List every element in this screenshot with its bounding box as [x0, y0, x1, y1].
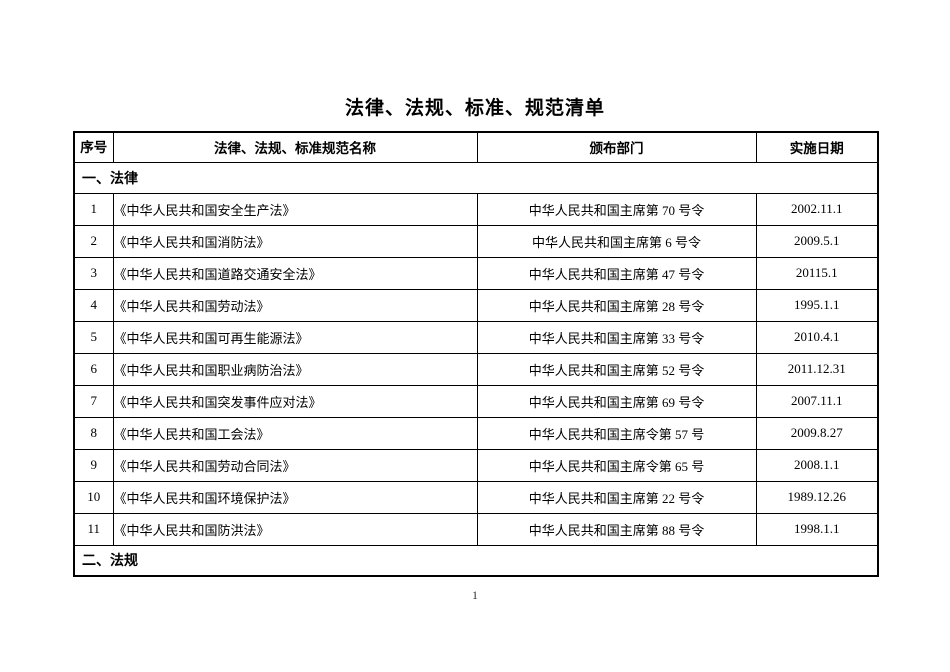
table-row: 6 《中华人民共和国职业病防治法》 中华人民共和国主席第 52 号令 2011.… — [73, 352, 879, 386]
issuer: 中华人民共和国主席令第 65 号 — [476, 448, 757, 482]
table-row: 9 《中华人民共和国劳动合同法》 中华人民共和国主席令第 65 号 2008.1… — [73, 448, 879, 482]
row-number: 7 — [73, 384, 114, 418]
issuer: 中华人民共和国主席第 47 号令 — [476, 256, 757, 290]
page-number: 1 — [472, 588, 478, 602]
row-number: 3 — [73, 256, 114, 290]
law-name: 《中华人民共和国道路交通安全法》 — [112, 256, 478, 290]
section-label: 二、法规 — [73, 544, 879, 577]
table-row: 3 《中华人民共和国道路交通安全法》 中华人民共和国主席第 47 号令 2011… — [73, 256, 879, 290]
table-row: 1 《中华人民共和国安全生产法》 中华人民共和国主席第 70 号令 2002.1… — [73, 192, 879, 226]
effective-date: 2009.8.27 — [755, 416, 879, 450]
effective-date: 20115.1 — [755, 256, 879, 290]
section-label: 一、法律 — [73, 161, 879, 194]
table-header-row: 序号 法律、法规、标准规范名称 颁布部门 实施日期 — [73, 131, 879, 163]
table-row: 8 《中华人民共和国工会法》 中华人民共和国主席令第 57 号 2009.8.2… — [73, 416, 879, 450]
row-number: 2 — [73, 224, 114, 258]
table-row: 5 《中华人民共和国可再生能源法》 中华人民共和国主席第 33 号令 2010.… — [73, 320, 879, 354]
row-number: 10 — [73, 480, 114, 514]
effective-date: 1995.1.1 — [755, 288, 879, 322]
row-number: 4 — [73, 288, 114, 322]
issuer: 中华人民共和国主席第 28 号令 — [476, 288, 757, 322]
row-number: 5 — [73, 320, 114, 354]
effective-date: 2009.5.1 — [755, 224, 879, 258]
table-row: 11 《中华人民共和国防洪法》 中华人民共和国主席第 88 号令 1998.1.… — [73, 512, 879, 546]
issuer: 中华人民共和国主席第 69 号令 — [476, 384, 757, 418]
issuer: 中华人民共和国主席第 52 号令 — [476, 352, 757, 386]
page-title: 法律、法规、标准、规范清单 — [344, 98, 605, 119]
effective-date: 2007.11.1 — [755, 384, 879, 418]
law-name: 《中华人民共和国可再生能源法》 — [112, 320, 478, 354]
issuer: 中华人民共和国主席第 6 号令 — [476, 224, 757, 258]
row-number: 8 — [73, 416, 114, 450]
laws-table: 序号 法律、法规、标准规范名称 颁布部门 实施日期 一、法律 1 《中华人民共和… — [73, 131, 879, 577]
effective-date: 2010.4.1 — [755, 320, 879, 354]
issuer: 中华人民共和国主席令第 57 号 — [476, 416, 757, 450]
table-row: 2 《中华人民共和国消防法》 中华人民共和国主席第 6 号令 2009.5.1 — [73, 224, 879, 258]
row-number: 6 — [73, 352, 114, 386]
law-name: 《中华人民共和国消防法》 — [112, 224, 478, 258]
table-row: 7 《中华人民共和国突发事件应对法》 中华人民共和国主席第 69 号令 2007… — [73, 384, 879, 418]
effective-date: 1998.1.1 — [755, 512, 879, 546]
table-row: 10 《中华人民共和国环境保护法》 中华人民共和国主席第 22 号令 1989.… — [73, 480, 879, 514]
law-name: 《中华人民共和国劳动合同法》 — [112, 448, 478, 482]
law-name: 《中华人民共和国劳动法》 — [112, 288, 478, 322]
law-name: 《中华人民共和国安全生产法》 — [112, 192, 478, 226]
issuer: 中华人民共和国主席第 22 号令 — [476, 480, 757, 514]
row-number: 9 — [73, 448, 114, 482]
law-name: 《中华人民共和国职业病防治法》 — [112, 352, 478, 386]
effective-date: 1989.12.26 — [755, 480, 879, 514]
header-date: 实施日期 — [755, 131, 879, 163]
issuer: 中华人民共和国主席第 33 号令 — [476, 320, 757, 354]
section-row-laws: 一、法律 — [73, 161, 879, 194]
table-row: 4 《中华人民共和国劳动法》 中华人民共和国主席第 28 号令 1995.1.1 — [73, 288, 879, 322]
effective-date: 2011.12.31 — [755, 352, 879, 386]
header-name: 法律、法规、标准规范名称 — [112, 131, 478, 163]
issuer: 中华人民共和国主席第 70 号令 — [476, 192, 757, 226]
row-number: 1 — [73, 192, 114, 226]
law-name: 《中华人民共和国防洪法》 — [112, 512, 478, 546]
law-name: 《中华人民共和国工会法》 — [112, 416, 478, 450]
section-row-regulations: 二、法规 — [73, 544, 879, 577]
issuer: 中华人民共和国主席第 88 号令 — [476, 512, 757, 546]
row-number: 11 — [73, 512, 114, 546]
header-dept: 颁布部门 — [476, 131, 757, 163]
law-name: 《中华人民共和国突发事件应对法》 — [112, 384, 478, 418]
header-no: 序号 — [73, 131, 114, 163]
effective-date: 2008.1.1 — [755, 448, 879, 482]
effective-date: 2002.11.1 — [755, 192, 879, 226]
law-name: 《中华人民共和国环境保护法》 — [112, 480, 478, 514]
